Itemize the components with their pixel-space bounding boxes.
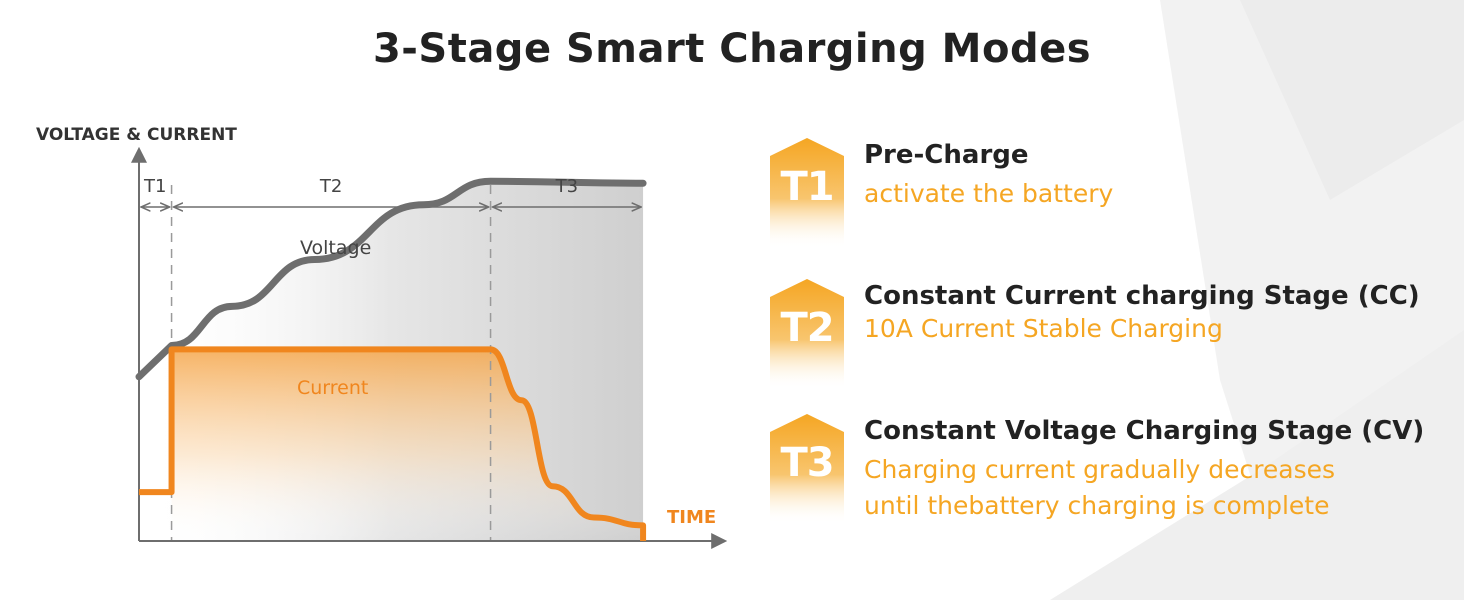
series-label-current: Current bbox=[297, 377, 368, 399]
stage-t2-desc-line: 10A Current Stable Charging bbox=[864, 314, 1223, 343]
badge-t3-icon bbox=[770, 414, 844, 524]
stage-t1-description: activate the battery bbox=[864, 176, 1113, 212]
stage-t3-desc-line: until thebattery charging is complete bbox=[864, 491, 1330, 520]
phase-label-t2: T2 bbox=[319, 176, 342, 197]
current-area-fill bbox=[171, 349, 644, 541]
stage-t3-title: Constant Voltage Charging Stage (CV) bbox=[864, 416, 1425, 446]
stage-t1-desc-line: activate the battery bbox=[864, 179, 1114, 208]
stage-t2-title: Constant Current charging Stage (CC) bbox=[864, 281, 1420, 311]
stage-t1-title: Pre-Charge bbox=[864, 140, 1029, 170]
stage-t1: T1 Pre-Charge activate the battery bbox=[770, 138, 1460, 258]
x-axis-label: TIME bbox=[667, 507, 716, 528]
y-axis-label: VOLTAGE & CURRENT bbox=[36, 125, 237, 145]
stage-t2-description: 10A Current Stable Charging bbox=[864, 311, 1223, 347]
page-title: 3-Stage Smart Charging Modes bbox=[372, 26, 1092, 72]
stage-t2: T2 Constant Current charging Stage (CC) … bbox=[770, 279, 1460, 399]
stage-t3-description: Charging current gradually decreases unt… bbox=[864, 452, 1335, 524]
stage-t3-desc-line: Charging current gradually decreases bbox=[864, 455, 1336, 484]
badge-t2-label: T2 bbox=[780, 305, 834, 351]
phase-label-t3: T3 bbox=[555, 176, 578, 197]
badge-t2-icon bbox=[770, 279, 844, 389]
series-label-voltage: Voltage bbox=[300, 237, 371, 259]
badge-t3-label: T3 bbox=[780, 440, 834, 486]
phase-label-t1: T1 bbox=[143, 176, 166, 197]
series-line-voltage bbox=[135, 177, 647, 381]
badge-t1-label: T1 bbox=[780, 164, 834, 210]
badge-t1-icon bbox=[770, 138, 844, 248]
series-line-current bbox=[139, 346, 647, 541]
stage-t3: T3 Constant Voltage Charging Stage (CV) … bbox=[770, 414, 1460, 554]
